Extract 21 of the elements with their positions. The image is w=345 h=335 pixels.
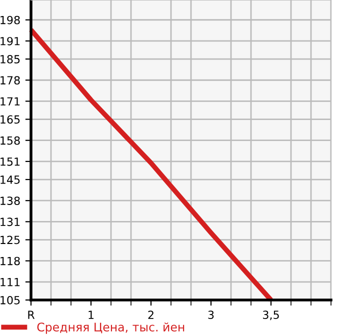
y-tick-label: 138 [0, 196, 20, 205]
y-tick-label: 191 [0, 36, 20, 46]
y-tick-label: 145 [0, 176, 20, 184]
y-tick-label: 198 [0, 16, 20, 24]
y-tick-label: 178 [0, 76, 20, 84]
legend-label: Средняя Цена, тыс. йен [37, 322, 184, 334]
x-tick-label: 3,5 [263, 310, 279, 320]
x-tick-label: 3 [208, 310, 214, 320]
x-tick-label: 2 [148, 310, 154, 319]
y-tick-label: 125 [0, 236, 20, 244]
y-tick-label: 131 [0, 218, 20, 226]
y-tick-label: 105 [0, 296, 20, 304]
x-tick-label: 1 [88, 310, 94, 319]
x-tick-label: R [28, 310, 35, 319]
y-tick-label: 151 [0, 158, 20, 166]
y-tick-label: 171 [0, 97, 20, 106]
y-tick-label: 158 [0, 136, 20, 145]
y-tick-label: 165 [0, 115, 20, 124]
y-tick-label: 185 [0, 55, 20, 64]
y-tick-label: 111 [0, 278, 20, 286]
y-tick-label: 118 [0, 256, 20, 266]
